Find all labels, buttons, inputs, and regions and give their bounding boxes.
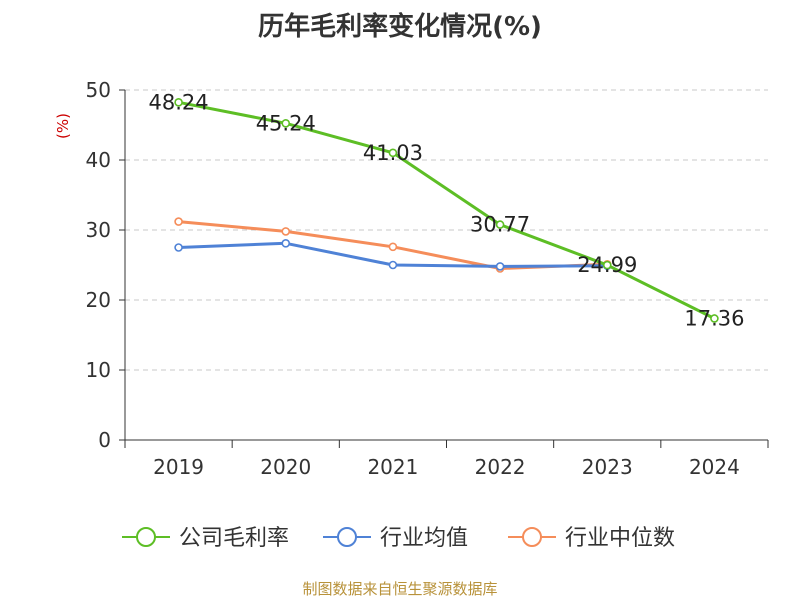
data-point [388, 260, 398, 270]
data-point [602, 260, 612, 270]
grid-lines [125, 89, 768, 371]
data-label: 17.36 [684, 306, 744, 330]
legend-item: 行业均值 [323, 526, 468, 551]
data-point [174, 98, 183, 107]
y-axis-label: (%) [54, 113, 72, 139]
legend: 公司毛利率 行业均值 行业中位数 [122, 526, 675, 551]
legend-swatch-marker [337, 527, 357, 547]
source-note: 制图数据来自恒生聚源数据库 [302, 580, 498, 598]
y-tick-label: 10 [86, 358, 111, 382]
data-point [495, 262, 505, 271]
data-point [174, 243, 183, 252]
legend-label: 公司毛利率 [179, 526, 289, 551]
chart-title: 历年毛利率变化情况(%) [258, 12, 542, 42]
y-tick-label: 20 [86, 288, 111, 312]
data-point [281, 119, 291, 128]
x-tick-label: 2021 [367, 455, 418, 479]
x-tick-label: 2023 [582, 455, 633, 479]
data-point [281, 239, 291, 248]
data-point [495, 220, 505, 229]
data-point [388, 148, 398, 158]
legend-swatch-marker [522, 527, 542, 547]
data-point [174, 217, 183, 226]
y-tick-label: 50 [86, 78, 111, 102]
x-tick-label: 2022 [475, 455, 526, 479]
series-line-0 [178, 100, 716, 320]
data-point [710, 314, 719, 323]
data-labels: 48.24 45.24 41.03 30.77 24.99 17.36 [149, 90, 745, 330]
data-label: 45.24 [256, 111, 316, 135]
data-point [281, 227, 291, 236]
legend-label: 行业中位数 [565, 526, 675, 551]
data-label: 41.03 [363, 141, 423, 165]
x-tick-label: 2024 [689, 455, 740, 479]
y-tick-label: 40 [86, 148, 111, 172]
legend-item: 公司毛利率 [122, 526, 289, 551]
data-label: 30.77 [470, 213, 530, 237]
legend-item: 行业中位数 [508, 526, 675, 551]
y-tick-label: 30 [86, 218, 111, 242]
legend-label: 行业均值 [380, 526, 468, 551]
axes: 0 10 20 30 40 50 (%) 2019 2020 2021 2022 2023 2024 [54, 78, 769, 479]
data-point [388, 242, 398, 252]
x-tick-label: 2019 [153, 455, 204, 479]
legend-swatch-marker [136, 527, 156, 547]
data-label: 24.99 [577, 253, 637, 277]
y-tick-label: 0 [98, 428, 111, 452]
data-label: 48.24 [149, 90, 209, 114]
x-tick-label: 2020 [260, 455, 311, 479]
series-lines [174, 98, 719, 323]
